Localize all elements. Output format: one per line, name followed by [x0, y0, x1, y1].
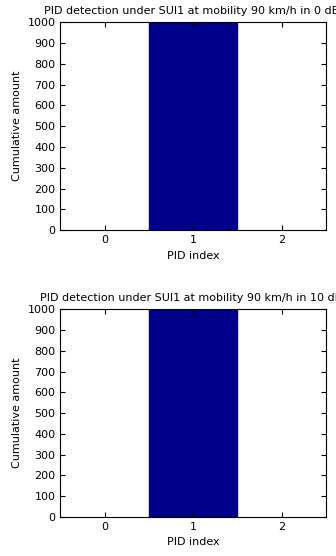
X-axis label: PID index: PID index [167, 538, 219, 548]
Title: PID detection under SUI1 at mobility 90 km/h in 0 dB.: PID detection under SUI1 at mobility 90 … [44, 6, 336, 16]
Y-axis label: Cumulative amount: Cumulative amount [12, 358, 22, 468]
Bar [149, 309, 238, 517]
Y-axis label: Cumulative amount: Cumulative amount [12, 71, 22, 181]
Bar [149, 22, 238, 230]
X-axis label: PID index: PID index [167, 251, 219, 261]
Title: PID detection under SUI1 at mobility 90 km/h in 10 dB.: PID detection under SUI1 at mobility 90 … [40, 293, 336, 303]
